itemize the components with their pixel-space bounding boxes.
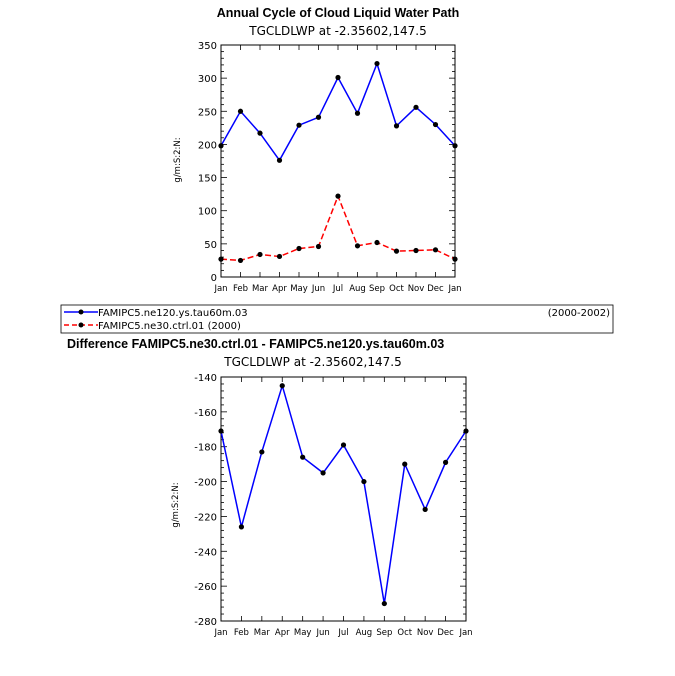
chart1-series-1-point xyxy=(452,256,458,262)
chart1-xtick-label: Jan xyxy=(213,284,227,294)
chart2-series-0-point xyxy=(238,524,245,530)
chart2-plot: -280 -260 -240 -220 -200 -180 -160 -140 Jan Feb Ma… xyxy=(194,373,472,638)
chart1-title: Annual Cycle of Cloud Liquid Water Path xyxy=(217,6,460,20)
chart1-xtick-label: Nov xyxy=(408,284,425,294)
chart2-series-0-point xyxy=(259,449,265,455)
chart2-xtick-label: Nov xyxy=(417,628,434,638)
legend-marker-ne120 xyxy=(78,309,84,315)
chart2-ytick-label: -280 xyxy=(194,617,217,628)
chart1-series-1-point xyxy=(296,245,302,252)
chart1-xtick-label: Jun xyxy=(311,284,325,294)
chart1-series-1-point xyxy=(315,243,322,250)
chart1-series-1-point xyxy=(218,256,224,262)
legend: FAMIPC5.ne120.ys.tau60m.03 (2000-2002) F… xyxy=(60,304,614,334)
chart2-series-0-point xyxy=(463,428,469,434)
chart1-ytick-label: 250 xyxy=(198,107,217,118)
legend-label-ne30: FAMIPC5.ne30.ctrl.01 (2000) xyxy=(98,321,241,332)
chart1-xtick-label: Apr xyxy=(272,284,287,294)
chart1-series-0-point xyxy=(354,110,361,116)
legend-label-ne120: FAMIPC5.ne120.ys.tau60m.03 xyxy=(98,308,248,319)
chart1-series-1-point xyxy=(237,257,244,264)
chart2-series-0-line xyxy=(220,383,467,604)
chart2-xtick-label: Jan xyxy=(213,628,227,638)
chart1-xtick-label: Feb xyxy=(233,284,248,294)
chart1-series-1-point xyxy=(393,248,400,254)
chart2-series-0-point xyxy=(402,461,408,467)
chart1-series-1-point xyxy=(354,243,361,249)
chart2-series-0-point xyxy=(279,383,285,389)
chart2-xtick-label: Sep xyxy=(376,628,392,638)
chart1-xtick-label: Dec xyxy=(427,284,444,294)
chart1-series-0-point xyxy=(452,143,458,149)
chart1-xtick-label: Jan xyxy=(447,284,461,294)
chart2-series-0-point xyxy=(361,478,367,485)
chart1-xtick-label: Jul xyxy=(332,284,343,294)
chart1-ytick-label: 100 xyxy=(198,207,217,218)
legend-period: (2000-2002) xyxy=(548,308,610,319)
chart2-xtick-label: Apr xyxy=(275,628,290,638)
chart2-ytick-label: -220 xyxy=(194,512,217,523)
chart2-ytick-label: -180 xyxy=(194,443,217,454)
chart2-xtick-label: Jan xyxy=(458,628,472,638)
chart1-series-1-point xyxy=(257,251,263,258)
chart1-series-0-point xyxy=(335,74,341,81)
chart1-series-1-point xyxy=(374,239,380,246)
chart2-series-0-point xyxy=(340,442,347,448)
chart2-series-0-point xyxy=(422,506,428,513)
chart2-ytick-label: -240 xyxy=(194,547,217,558)
chart2-xtick-label: Feb xyxy=(234,628,249,638)
chart1-ytick-label: 0 xyxy=(211,273,217,284)
chart1-series-0-point xyxy=(296,122,302,128)
legend-marker-ne30 xyxy=(78,322,84,328)
chart2-xtick-label: Jul xyxy=(337,628,348,638)
chart2-series-0-point xyxy=(300,454,306,460)
chart1-plot: 0 50 100 150 200 250 300 350 Jan Feb Mar Apr May Jun J… xyxy=(198,41,462,294)
chart1-series-1-line xyxy=(220,194,456,262)
chart2-xtick-label: Jun xyxy=(315,628,329,638)
chart1-series-0-point xyxy=(413,104,419,110)
chart2-series-0-point xyxy=(442,459,449,465)
chart1-series-0-point xyxy=(315,114,322,120)
chart2-ytick-label: -200 xyxy=(194,478,217,489)
chart2-ytick-label: -160 xyxy=(194,408,217,419)
chart2-xtick-label: Oct xyxy=(397,628,412,638)
chart1-series-0-point xyxy=(257,130,263,136)
chart2-ytick-label: -140 xyxy=(194,373,217,384)
chart1-ytick-label: 300 xyxy=(198,74,217,85)
chart2-ytick-label: -260 xyxy=(194,582,217,593)
chart1-series-0-point xyxy=(237,108,244,114)
chart2-series-0-point xyxy=(381,600,387,607)
chart1-xtick-label: Sep xyxy=(369,284,385,294)
chart2-xtick-label: Mar xyxy=(254,628,271,638)
chart2-xtick-label: Aug xyxy=(356,628,373,638)
chart1-series-0-point xyxy=(218,143,224,149)
chart2-subtitle: TGCLDLWP at -2.35602,147.5 xyxy=(223,355,401,369)
chart1-series-1-point xyxy=(276,253,283,260)
chart1-ytick-label: 350 xyxy=(198,41,217,52)
chart1-xtick-label: May xyxy=(290,284,308,294)
chart1-series-1-point xyxy=(432,247,439,253)
chart1-series-0-point xyxy=(276,157,283,163)
chart1-series-0-point xyxy=(393,123,400,129)
chart2-xtick-label: May xyxy=(294,628,312,638)
chart1-series-1-point xyxy=(413,247,419,254)
chart1-ylabel: g/m:S:2:N: xyxy=(173,137,183,182)
chart2-title: Difference FAMIPC5.ne30.ctrl.01 - FAMIPC… xyxy=(67,337,444,351)
chart1-series-1-point xyxy=(335,193,341,199)
chart1-ytick-label: 200 xyxy=(198,140,217,151)
chart1-series-0-point xyxy=(432,121,439,128)
chart1-ytick-label: 150 xyxy=(198,174,217,185)
chart2-series-0-point xyxy=(320,470,326,476)
chart2-xtick-label: Dec xyxy=(437,628,454,638)
legend-frame xyxy=(60,304,614,334)
chart1-subtitle: TGCLDLWP at -2.35602,147.5 xyxy=(248,24,426,38)
chart2-ylabel: g/m:S:2:N: xyxy=(171,482,181,527)
chart2-series-0-point xyxy=(218,428,224,434)
chart1-series-0-point xyxy=(374,60,380,67)
chart1-xtick-label: Mar xyxy=(252,284,269,294)
chart1-xtick-label: Oct xyxy=(389,284,404,294)
chart1-ytick-label: 50 xyxy=(204,240,217,251)
chart1-xtick-label: Aug xyxy=(349,284,366,294)
